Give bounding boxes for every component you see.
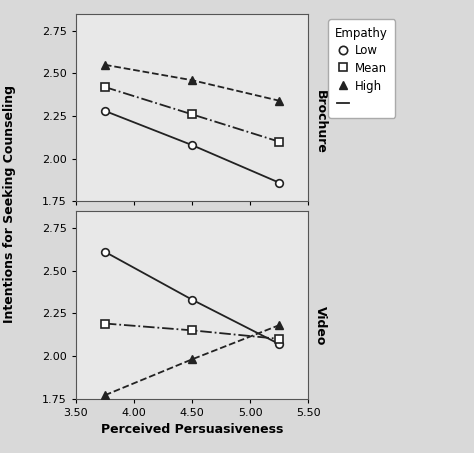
Legend: Low, Mean, High, : Low, Mean, High, (328, 19, 395, 117)
Text: Video: Video (313, 307, 327, 346)
Text: Intentions for Seeking Counseling: Intentions for Seeking Counseling (3, 85, 16, 323)
Text: Brochure: Brochure (313, 90, 327, 154)
X-axis label: Perceived Persuasiveness: Perceived Persuasiveness (101, 423, 283, 436)
